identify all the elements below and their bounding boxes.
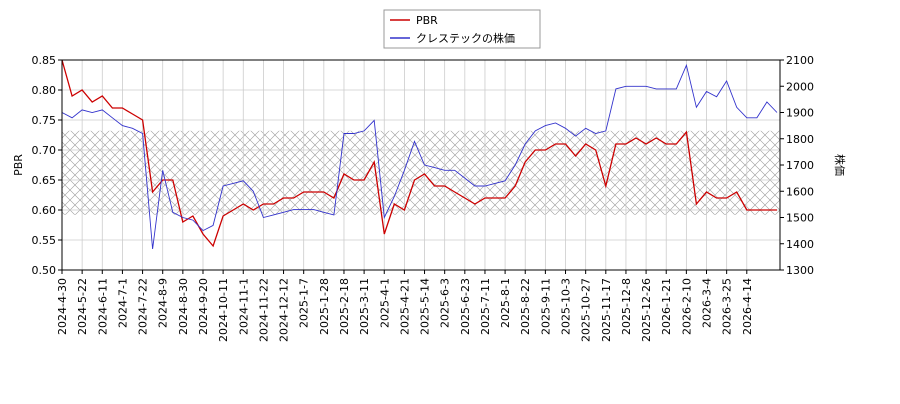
hatch-band (62, 130, 780, 215)
y2-tick-label: 2100 (786, 54, 814, 67)
y-tick-label: 0.70 (32, 144, 57, 157)
y2-tick-label: 1900 (786, 107, 814, 120)
x-tick-label: 2025-3-11 (358, 278, 371, 335)
y2-tick-label: 1500 (786, 212, 814, 225)
x-tick-label: 2025-6-23 (459, 278, 472, 335)
legend-box (383, 9, 541, 49)
x-tick-label: 2026-4-14 (741, 278, 754, 335)
y2-axis-label: 株価 (833, 154, 847, 176)
legend-label: PBR (416, 14, 438, 27)
y-tick-label: 0.80 (32, 84, 57, 97)
series-line (61, 59, 777, 248)
x-tick-label: 2025-4-21 (398, 278, 411, 335)
legend-label: クレステックの株価 (416, 31, 515, 45)
x-tick-label: 2024-5-22 (76, 278, 89, 335)
x-tick-label: 2024-7-22 (137, 278, 150, 335)
y-tick-label: 0.65 (32, 174, 57, 187)
x-tick-label: 2025-9-11 (539, 278, 552, 335)
y2-tick-label: 1800 (786, 133, 814, 146)
x-tick-label: 2025-7-11 (479, 278, 492, 335)
y-tick-label: 0.60 (32, 204, 57, 217)
x-tick-label: 2025-2-18 (338, 278, 351, 335)
x-tick-label: 2025-4-1 (378, 278, 391, 328)
x-tick-label: 2024-6-11 (96, 278, 109, 335)
x-tick-label: 2025-1-7 (298, 278, 311, 328)
legend: PBR クレステックの株価 (383, 9, 541, 49)
x-tick-label: 2024-10-11 (217, 278, 230, 342)
series-line (61, 63, 778, 250)
x-tick-label: 2025-10-27 (580, 278, 593, 342)
x-tick-label: 2025-11-17 (600, 278, 613, 342)
x-tick-label: 2025-10-3 (560, 278, 573, 335)
plot-frame (61, 59, 781, 271)
y-tick-label: 0.50 (32, 264, 57, 277)
y-axis-label: PBR (12, 154, 25, 176)
y-tick-label: 0.55 (32, 234, 57, 247)
x-tick-label: 2024-12-12 (278, 278, 291, 342)
y2-tick-label: 1700 (786, 159, 814, 172)
x-tick-label: 2026-1-21 (660, 278, 673, 335)
x-tick-label: 2026-3-4 (701, 278, 714, 328)
x-tick-label: 2025-1-28 (318, 278, 331, 335)
y2-tick-label: 1400 (786, 238, 814, 251)
y2-tick-label: 1600 (786, 185, 814, 198)
y-tick-label: 0.85 (32, 54, 57, 67)
y-tick-label: 0.75 (32, 114, 57, 127)
x-tick-label: 2025-12-26 (640, 278, 653, 342)
x-tick-label: 2025-8-22 (519, 278, 532, 335)
x-tick-label: 2024-8-9 (157, 278, 170, 328)
x-tick-label: 2025-12-8 (620, 278, 633, 335)
x-tick-label: 2024-11-1 (237, 278, 250, 335)
x-tick-label: 2025-6-3 (439, 278, 452, 328)
x-tick-label: 2025-8-1 (499, 278, 512, 328)
x-tick-label: 2025-5-14 (419, 278, 432, 335)
x-tick-label: 2026-2-10 (680, 278, 693, 335)
x-tick-label: 2024-8-30 (177, 278, 190, 335)
x-tick-label: 2026-3-25 (721, 278, 734, 335)
y2-tick-label: 2000 (786, 80, 814, 93)
x-tick-label: 2024-4-30 (56, 278, 69, 335)
x-tick-label: 2024-11-22 (257, 278, 270, 342)
x-tick-label: 2024-7-1 (116, 278, 129, 328)
x-tick-label: 2024-9-20 (197, 278, 210, 335)
y2-tick-label: 1300 (786, 264, 814, 277)
